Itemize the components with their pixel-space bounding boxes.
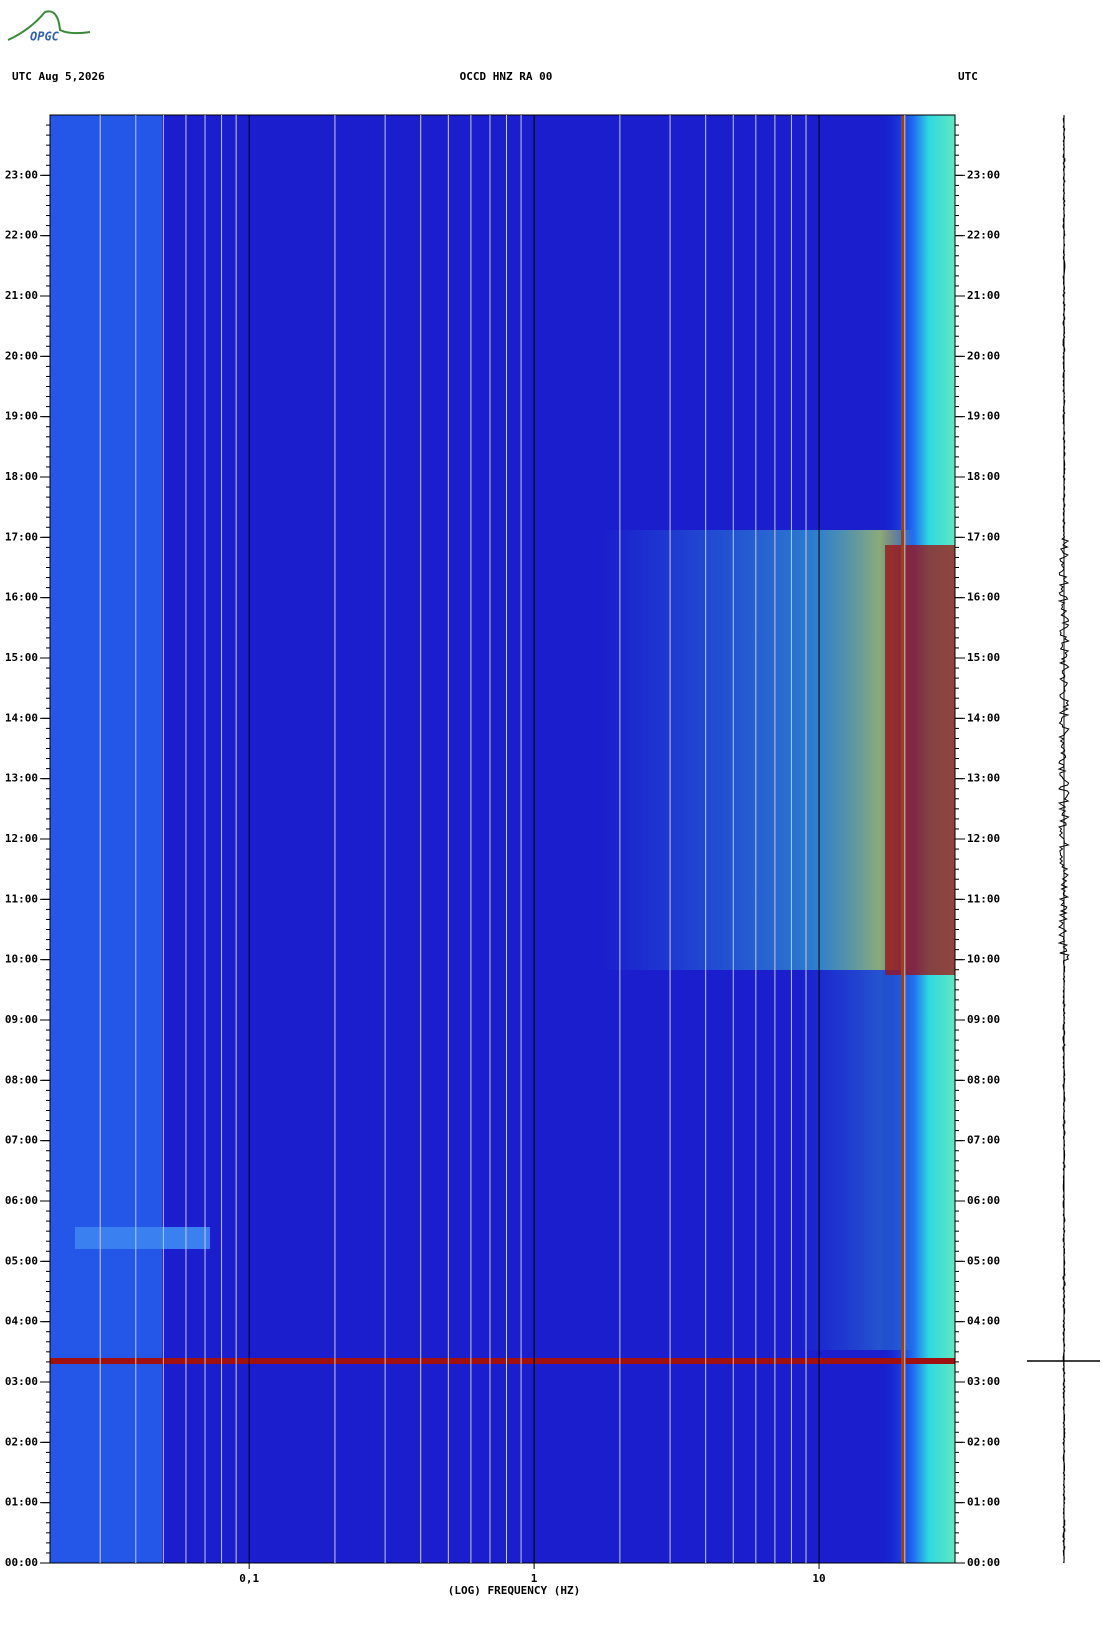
y-tick-label: 23:00: [967, 168, 1000, 181]
y-tick-label: 13:00: [5, 772, 38, 785]
y-tick-label: 09:00: [967, 1013, 1000, 1026]
y-tick-label: 02:00: [5, 1435, 38, 1448]
y-tick-label: 21:00: [967, 289, 1000, 302]
y-tick-label: 07:00: [967, 1134, 1000, 1147]
y-tick-label: 10:00: [967, 953, 1000, 966]
event-line: [50, 1358, 955, 1364]
y-tick-label: 12:00: [967, 832, 1000, 845]
y-tick-label: 09:00: [5, 1013, 38, 1026]
y-tick-label: 15:00: [5, 651, 38, 664]
y-tick-label: 07:00: [5, 1134, 38, 1147]
y-tick-label: 19:00: [967, 410, 1000, 423]
y-tick-label: 11:00: [967, 892, 1000, 905]
energy-patch: [75, 1227, 210, 1249]
y-tick-label: 23:00: [5, 168, 38, 181]
y-tick-label: 21:00: [5, 289, 38, 302]
logo-mark: [7, 10, 91, 41]
y-tick-label: 18:00: [967, 470, 1000, 483]
spectrogram: [50, 115, 955, 1563]
y-tick-label: 10:00: [5, 953, 38, 966]
y-tick-label: 13:00: [967, 772, 1000, 785]
y-tick-label: 03:00: [967, 1375, 1000, 1388]
y-tick-label: 16:00: [5, 591, 38, 604]
y-tick-label: 08:00: [967, 1073, 1000, 1086]
logo: OPGC: [30, 30, 60, 44]
y-tick-label: 01:00: [967, 1496, 1000, 1509]
energy-core: [885, 545, 955, 975]
y-tick-label: 08:00: [5, 1073, 38, 1086]
y-tick-label: 00:00: [5, 1556, 38, 1569]
y-tick-label: 22:00: [5, 229, 38, 242]
y-tick-label: 19:00: [5, 410, 38, 423]
y-tick-label: 20:00: [967, 349, 1000, 362]
title: OCCD HNZ RA 00: [460, 70, 553, 83]
y-tick-label: 14:00: [967, 711, 1000, 724]
y-tick-label: 03:00: [5, 1375, 38, 1388]
title-right: UTC: [958, 70, 978, 83]
y-tick-label: 05:00: [967, 1254, 1000, 1267]
y-tick-label: 17:00: [967, 530, 1000, 543]
low-frequency-band: [50, 115, 162, 1563]
y-tick-label: 18:00: [5, 470, 38, 483]
y-tick-label: 22:00: [967, 229, 1000, 242]
y-tick-label: 17:00: [5, 530, 38, 543]
tone-line: [901, 115, 905, 1563]
x-axis-label: (LOG) FREQUENCY (HZ): [448, 1584, 580, 1597]
x-tick-label: 0,1: [239, 1572, 259, 1585]
y-tick-label: 02:00: [967, 1435, 1000, 1448]
y-tick-label: 06:00: [967, 1194, 1000, 1207]
y-tick-label: 15:00: [967, 651, 1000, 664]
y-tick-label: 01:00: [5, 1496, 38, 1509]
y-tick-label: 04:00: [5, 1315, 38, 1328]
y-tick-label: 20:00: [5, 349, 38, 362]
x-tick-label: 1: [531, 1572, 538, 1585]
seismogram: [1057, 114, 1070, 1564]
y-tick-label: 16:00: [967, 591, 1000, 604]
title-left: UTC Aug 5,2026: [12, 70, 105, 83]
y-tick-label: 00:00: [967, 1556, 1000, 1569]
x-tick-label: 10: [812, 1572, 825, 1585]
y-tick-label: 04:00: [967, 1315, 1000, 1328]
y-tick-label: 05:00: [5, 1254, 38, 1267]
y-tick-label: 12:00: [5, 832, 38, 845]
y-tick-label: 11:00: [5, 892, 38, 905]
y-tick-label: 06:00: [5, 1194, 38, 1207]
y-tick-label: 14:00: [5, 711, 38, 724]
